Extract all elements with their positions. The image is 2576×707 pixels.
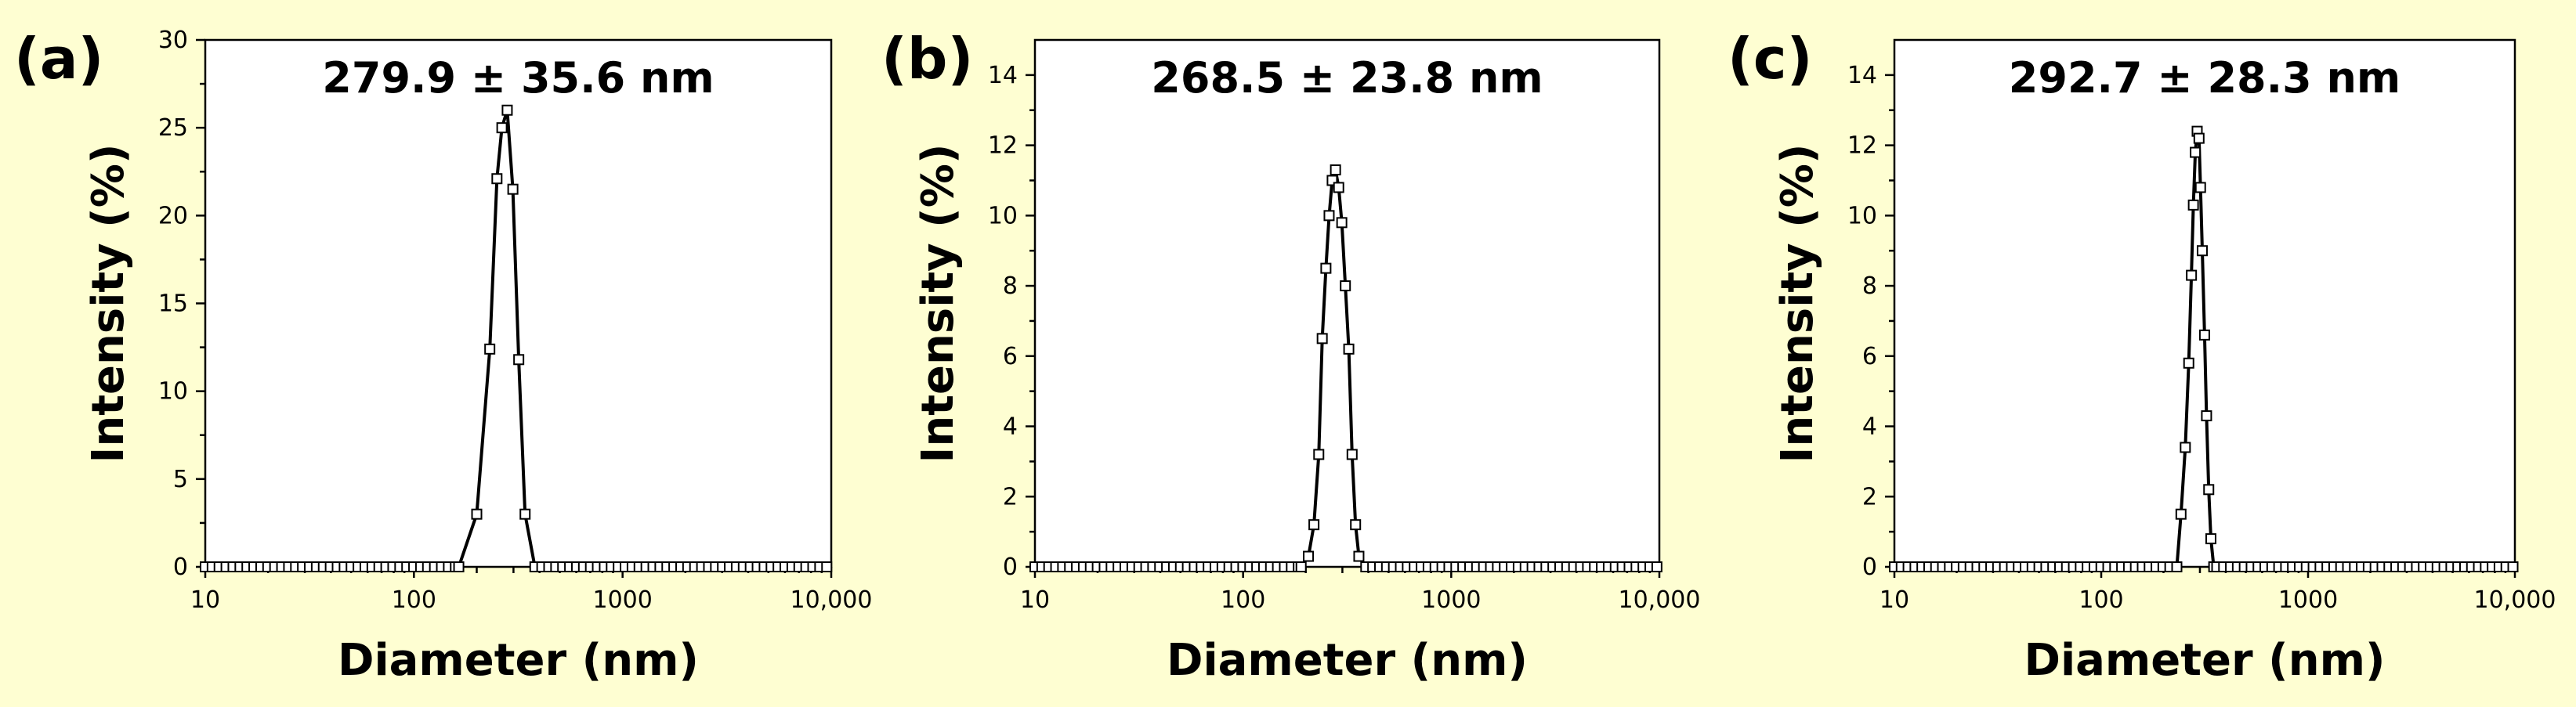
- data-point: [2196, 245, 2208, 257]
- data-point: [507, 183, 519, 195]
- y-axis-title: Intensity (%): [913, 144, 964, 464]
- x-tick-label: 100: [392, 586, 436, 614]
- data-point: [1346, 449, 1358, 460]
- x-tick-label: 10,000: [2474, 586, 2556, 614]
- data-point: [471, 508, 483, 520]
- x-tick-label: 10,000: [791, 586, 873, 614]
- chart-panel-2: (b) 268.5 ± 23.8 nm 0 2 4 6 8 10 12 14 10 100 1000 10…: [881, 26, 1700, 686]
- y-tick-label: 12: [988, 132, 1018, 160]
- y-tick-label: 20: [158, 202, 188, 229]
- y-tick-label: 5: [173, 466, 188, 493]
- data-point: [1353, 550, 1365, 562]
- data-point: [491, 173, 503, 185]
- chart-panel-1: (a) 279.9 ± 35.6 nm 0 5 10 15 20 25 30 10 100 1000 1…: [14, 26, 872, 686]
- chart-title: 292.7 ± 28.3 nm: [2009, 53, 2401, 103]
- x-tick-label: 10: [190, 586, 220, 614]
- data-point: [2201, 410, 2212, 422]
- data-point: [1350, 519, 1362, 531]
- data-point: [2193, 132, 2205, 144]
- y-tick-label: 10: [158, 378, 188, 406]
- data-point: [2203, 484, 2215, 496]
- panel-label: (b): [881, 26, 973, 92]
- x-axis-title: Diameter (nm): [338, 635, 699, 686]
- data-point: [821, 561, 833, 572]
- y-axis-title: Intensity (%): [83, 144, 134, 464]
- y-tick-label: 0: [1862, 554, 1877, 581]
- data-point: [2180, 442, 2191, 453]
- panel-label: (a): [14, 26, 103, 92]
- y-tick-label: 4: [1862, 413, 1877, 441]
- data-point: [1323, 210, 1335, 222]
- data-point: [1343, 343, 1355, 355]
- data-point: [2183, 357, 2194, 369]
- y-tick-label: 6: [1862, 343, 1877, 370]
- x-tick-label: 100: [2079, 586, 2123, 614]
- x-tick-label: 1000: [1421, 586, 1481, 614]
- y-tick-label: 2: [1003, 483, 1018, 510]
- x-tick-label: 10,000: [1619, 586, 1701, 614]
- data-point: [519, 508, 531, 520]
- data-point: [1313, 449, 1325, 460]
- y-tick-label: 14: [1847, 62, 1877, 89]
- data-point: [1330, 164, 1341, 176]
- y-tick-label: 10: [988, 202, 1018, 229]
- x-tick-label: 100: [1221, 586, 1265, 614]
- x-tick-label: 10: [1020, 586, 1050, 614]
- y-tick-label: 8: [1003, 272, 1018, 300]
- data-point: [501, 104, 513, 116]
- chart-panel-3: (c) 292.7 ± 28.3 nm 0 2 4 6 8 10 12 14 10 100 1000 10…: [1728, 26, 2556, 686]
- data-point: [1651, 561, 1662, 572]
- y-tick-label: 0: [1003, 554, 1018, 581]
- data-point: [1316, 333, 1328, 344]
- chart-title: 268.5 ± 23.8 nm: [1151, 53, 1543, 103]
- data-point: [453, 561, 465, 572]
- data-point: [513, 354, 525, 366]
- data-point: [1340, 280, 1351, 292]
- y-tick-label: 14: [988, 62, 1018, 89]
- data-point: [2175, 508, 2187, 520]
- x-tick-label: 1000: [2278, 586, 2338, 614]
- data-point: [1295, 561, 1307, 572]
- y-tick-label: 25: [158, 114, 188, 142]
- data-point: [2194, 182, 2206, 193]
- x-axis-title: Diameter (nm): [2024, 635, 2385, 686]
- data-point: [1308, 519, 1320, 531]
- x-tick-label: 10: [1880, 586, 1909, 614]
- panel-label: (c): [1728, 26, 1813, 92]
- data-point: [1303, 550, 1315, 562]
- y-tick-label: 8: [1862, 272, 1877, 300]
- data-point: [2187, 199, 2199, 211]
- x-tick-label: 1000: [592, 586, 652, 614]
- y-tick-label: 0: [173, 554, 188, 581]
- x-axis-title: Diameter (nm): [1167, 635, 1528, 686]
- y-tick-label: 10: [1847, 202, 1877, 229]
- data-point: [2190, 146, 2202, 158]
- chart-title: 279.9 ± 35.6 nm: [322, 53, 714, 103]
- y-tick-label: 4: [1003, 413, 1018, 441]
- y-tick-label: 12: [1847, 132, 1877, 160]
- data-point: [2507, 561, 2519, 572]
- data-point: [496, 122, 508, 134]
- y-axis-title: Intensity (%): [1772, 144, 1823, 464]
- data-point: [1320, 262, 1332, 274]
- data-point: [2198, 329, 2210, 341]
- data-point: [1336, 217, 1348, 229]
- data-point: [484, 343, 496, 355]
- data-point: [2205, 533, 2216, 545]
- data-point: [1333, 182, 1344, 193]
- data-point: [2186, 269, 2198, 281]
- y-tick-label: 2: [1862, 483, 1877, 510]
- y-tick-label: 30: [158, 27, 188, 54]
- data-point: [2171, 561, 2183, 572]
- y-tick-label: 15: [158, 290, 188, 318]
- y-tick-label: 6: [1003, 343, 1018, 370]
